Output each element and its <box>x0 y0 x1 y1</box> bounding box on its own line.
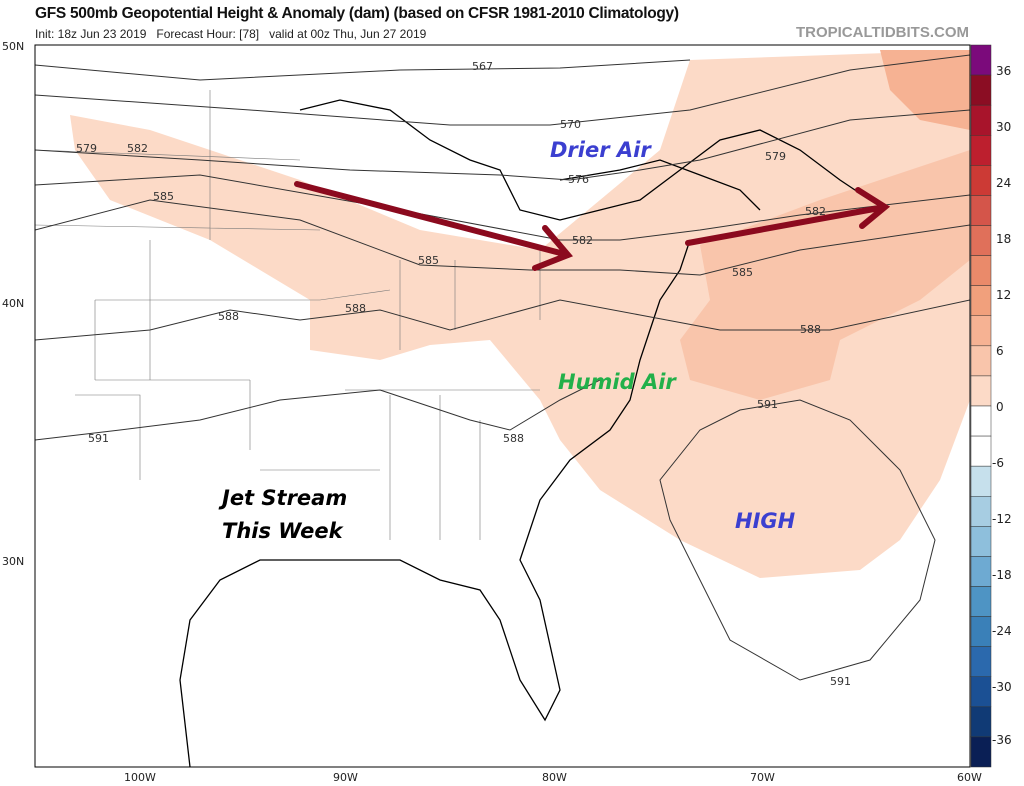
colorbar-swatch <box>970 74 992 106</box>
colorbar-tick: -6 <box>992 456 1004 470</box>
lat-label: 50N <box>2 40 24 53</box>
colorbar-swatch <box>970 225 992 256</box>
colorbar-tick: -18 <box>992 568 1012 582</box>
colorbar-tick: 24 <box>996 176 1011 190</box>
anomaly-shading-12 <box>880 50 970 130</box>
colorbar-tick: 36 <box>996 64 1011 78</box>
colorbar-swatch <box>970 586 992 617</box>
colorbar-swatch <box>970 165 992 196</box>
colorbar-swatch <box>970 345 992 377</box>
contour-label: 585 <box>153 190 174 203</box>
contour-label: 570 <box>560 118 581 131</box>
colorbar-swatch <box>970 736 992 768</box>
lon-label: 60W <box>957 771 982 784</box>
anomaly-shading-6 <box>680 150 970 400</box>
lon-label: 90W <box>333 771 358 784</box>
lon-label: 80W <box>542 771 567 784</box>
lon-label: 70W <box>750 771 775 784</box>
map-title: GFS 500mb Geopotential Height & Anomaly … <box>35 5 679 22</box>
colorbar-swatch <box>970 44 992 76</box>
colorbar-swatch <box>970 255 992 286</box>
colorbar-swatch <box>970 646 992 678</box>
colorbar-tick: 18 <box>996 232 1011 246</box>
colorbar-swatch <box>970 435 992 467</box>
contour-label: 588 <box>503 432 524 445</box>
contour-label: 579 <box>76 142 97 155</box>
colorbar-swatch <box>970 676 992 708</box>
contour-label: 588 <box>345 302 366 315</box>
contour-label: 591 <box>88 432 109 445</box>
colorbar-tick: -30 <box>992 680 1012 694</box>
colorbar-swatch <box>970 556 992 587</box>
state-borders <box>35 90 541 540</box>
colorbar-swatch <box>970 496 992 527</box>
colorbar-ticks: 36 30 24 18 12 6 0 -6 -12 -18 -24 -30 -3… <box>992 64 1012 747</box>
colorbar-swatch <box>970 375 992 407</box>
jet-arrow-west <box>294 181 574 271</box>
colorbar-tick: -24 <box>992 624 1012 638</box>
colorbar-swatch <box>970 616 992 647</box>
map-subtitle: Init: 18z Jun 23 2019 Forecast Hour: [78… <box>35 27 427 41</box>
contour-label: 582 <box>572 234 593 247</box>
annotation-high: HIGH <box>735 509 796 533</box>
colorbar-swatch <box>970 315 992 347</box>
jet-stream-arrows <box>294 181 891 271</box>
colorbar-swatch <box>970 405 992 437</box>
contour-label: 591 <box>830 675 851 688</box>
brand-watermark: TROPICALTIDBITS.COM <box>795 24 969 41</box>
contour-labels: 567 570 576 579 579 582 582 582 585 585 … <box>76 60 851 688</box>
contour-label: 585 <box>732 266 753 279</box>
lon-label: 100W <box>124 771 156 784</box>
map-area: 567 570 576 579 579 582 582 582 585 585 … <box>35 50 970 767</box>
coastlines <box>179 99 871 767</box>
colorbar-tick: -36 <box>992 733 1012 747</box>
map-frame <box>34 44 971 768</box>
contour-label: 579 <box>765 150 786 163</box>
colorbar-swatch <box>970 104 992 136</box>
colorbar-tick: 6 <box>996 344 1004 358</box>
contour-label: 576 <box>568 173 589 186</box>
colorbar-swatch <box>970 135 992 166</box>
colorbar-swatch <box>970 195 992 226</box>
axis-labels: 50N 40N 30N 100W 90W 80W 70W 60W <box>2 40 982 784</box>
contour-label: 582 <box>805 205 826 218</box>
colorbar-tick: -12 <box>992 512 1012 526</box>
lat-label: 30N <box>2 555 24 568</box>
jet-arrow-east <box>685 187 891 246</box>
lat-label: 40N <box>2 297 24 310</box>
contour-label: 588 <box>800 323 821 336</box>
annotation-humid-air: Humid Air <box>558 370 677 394</box>
annotation-this-week: This Week <box>222 519 345 543</box>
colorbar-swatch <box>970 465 992 497</box>
colorbar <box>970 44 992 768</box>
colorbar-tick: 0 <box>996 400 1004 414</box>
contour-label: 588 <box>218 310 239 323</box>
colorbar-swatch <box>970 526 992 557</box>
colorbar-swatch <box>970 706 992 738</box>
colorbar-tick: 30 <box>996 120 1011 134</box>
contour-label: 567 <box>472 60 493 73</box>
annotation-jet-stream: Jet Stream <box>218 486 347 510</box>
height-contours <box>35 54 970 681</box>
contour-label: 591 <box>757 398 778 411</box>
colorbar-tick: 12 <box>996 288 1011 302</box>
contour-label: 585 <box>418 254 439 267</box>
contour-label: 582 <box>127 142 148 155</box>
annotation-drier-air: Drier Air <box>550 138 652 162</box>
colorbar-swatch <box>970 285 992 316</box>
